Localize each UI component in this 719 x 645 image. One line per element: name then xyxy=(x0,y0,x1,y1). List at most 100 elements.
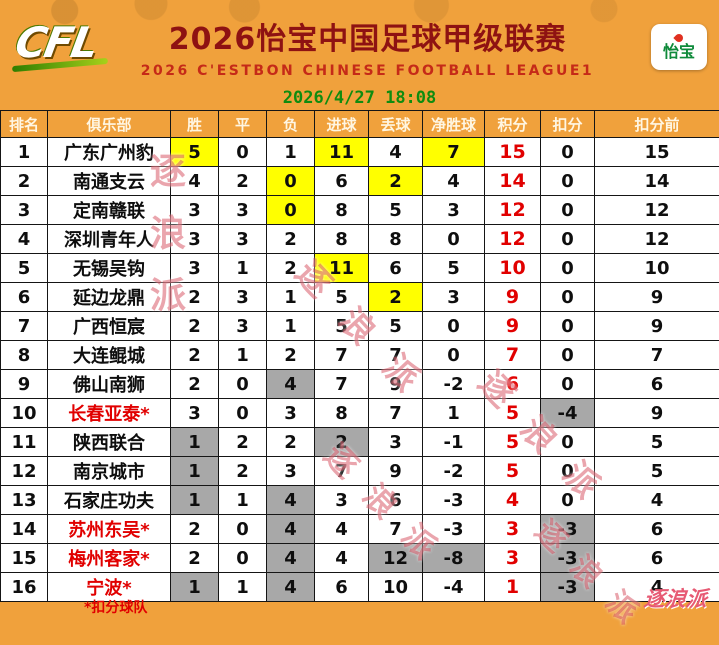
cell-w: 2 xyxy=(171,312,219,341)
cell-d: 1 xyxy=(219,341,267,370)
cell-d: 3 xyxy=(219,312,267,341)
cell-w: 2 xyxy=(171,515,219,544)
cell-pts: 15 xyxy=(485,138,541,167)
cell-w: 3 xyxy=(171,196,219,225)
cell-club: 佛山南狮 xyxy=(48,370,171,399)
cell-l: 4 xyxy=(267,544,315,573)
cell-gf: 7 xyxy=(315,341,369,370)
cell-gf: 11 xyxy=(315,254,369,283)
cell-ga: 3 xyxy=(369,428,423,457)
cell-pts: 5 xyxy=(485,457,541,486)
cell-rank: 14 xyxy=(1,515,48,544)
cell-gd: -2 xyxy=(423,370,485,399)
cell-l: 4 xyxy=(267,486,315,515)
cell-pre: 15 xyxy=(595,138,719,167)
cell-w: 2 xyxy=(171,544,219,573)
col-header-gf: 进球 xyxy=(315,111,369,138)
cell-pts: 10 xyxy=(485,254,541,283)
cell-w: 5 xyxy=(171,138,219,167)
cell-pts: 6 xyxy=(485,370,541,399)
cell-gd: 0 xyxy=(423,225,485,254)
cell-pre: 9 xyxy=(595,399,719,428)
cell-pre: 9 xyxy=(595,283,719,312)
cell-ga: 5 xyxy=(369,196,423,225)
cell-d: 0 xyxy=(219,370,267,399)
cell-rank: 1 xyxy=(1,138,48,167)
cell-ded: 0 xyxy=(541,254,595,283)
cell-l: 1 xyxy=(267,312,315,341)
cell-rank: 2 xyxy=(1,167,48,196)
cell-ga: 7 xyxy=(369,515,423,544)
cell-ded: 0 xyxy=(541,312,595,341)
col-header-pts: 积分 xyxy=(485,111,541,138)
cell-gf: 5 xyxy=(315,312,369,341)
col-header-rank: 排名 xyxy=(1,111,48,138)
cell-l: 2 xyxy=(267,341,315,370)
cell-ded: 0 xyxy=(541,457,595,486)
cell-rank: 16 xyxy=(1,573,48,602)
cell-l: 1 xyxy=(267,138,315,167)
cell-club: 苏州东吴* xyxy=(48,515,171,544)
cell-d: 2 xyxy=(219,167,267,196)
cell-gd: -2 xyxy=(423,457,485,486)
cell-d: 0 xyxy=(219,399,267,428)
cell-ga: 7 xyxy=(369,399,423,428)
cell-gd: -3 xyxy=(423,486,485,515)
cell-rank: 4 xyxy=(1,225,48,254)
cell-pre: 10 xyxy=(595,254,719,283)
cell-pts: 12 xyxy=(485,196,541,225)
cell-ded: 0 xyxy=(541,196,595,225)
cell-w: 2 xyxy=(171,370,219,399)
cell-d: 3 xyxy=(219,225,267,254)
col-header-w: 胜 xyxy=(171,111,219,138)
cell-pts: 4 xyxy=(485,486,541,515)
cell-l: 4 xyxy=(267,573,315,602)
page-subtitle: 2026 C'ESTBON CHINESE FOOTBALL LEAGUE1 xyxy=(112,63,623,79)
cell-pre: 7 xyxy=(595,341,719,370)
cell-ga: 5 xyxy=(369,312,423,341)
cell-club: 南通支云 xyxy=(48,167,171,196)
cell-w: 1 xyxy=(171,457,219,486)
cell-gd: 5 xyxy=(423,254,485,283)
cell-rank: 6 xyxy=(1,283,48,312)
cell-gf: 6 xyxy=(315,167,369,196)
cell-rank: 3 xyxy=(1,196,48,225)
cell-ga: 7 xyxy=(369,341,423,370)
cell-ded: 0 xyxy=(541,428,595,457)
cell-club: 长春亚泰* xyxy=(48,399,171,428)
cell-gf: 11 xyxy=(315,138,369,167)
col-header-pre: 扣分前 xyxy=(595,111,719,138)
cell-d: 2 xyxy=(219,428,267,457)
cell-w: 4 xyxy=(171,167,219,196)
cell-ded: 0 xyxy=(541,225,595,254)
cell-d: 3 xyxy=(219,196,267,225)
cell-rank: 15 xyxy=(1,544,48,573)
cell-pre: 5 xyxy=(595,457,719,486)
cell-gd: 4 xyxy=(423,167,485,196)
cell-gf: 3 xyxy=(315,486,369,515)
cell-ded: -3 xyxy=(541,573,595,602)
cell-ded: -3 xyxy=(541,515,595,544)
cell-ded: 0 xyxy=(541,341,595,370)
cell-rank: 7 xyxy=(1,312,48,341)
cell-gd: -8 xyxy=(423,544,485,573)
cell-gf: 2 xyxy=(315,428,369,457)
cell-club: 石家庄功夫 xyxy=(48,486,171,515)
cell-ga: 10 xyxy=(369,573,423,602)
cell-d: 3 xyxy=(219,283,267,312)
cell-rank: 8 xyxy=(1,341,48,370)
cell-rank: 12 xyxy=(1,457,48,486)
cell-w: 1 xyxy=(171,486,219,515)
cell-gf: 5 xyxy=(315,283,369,312)
cell-ga: 2 xyxy=(369,283,423,312)
cell-w: 3 xyxy=(171,254,219,283)
cell-rank: 9 xyxy=(1,370,48,399)
